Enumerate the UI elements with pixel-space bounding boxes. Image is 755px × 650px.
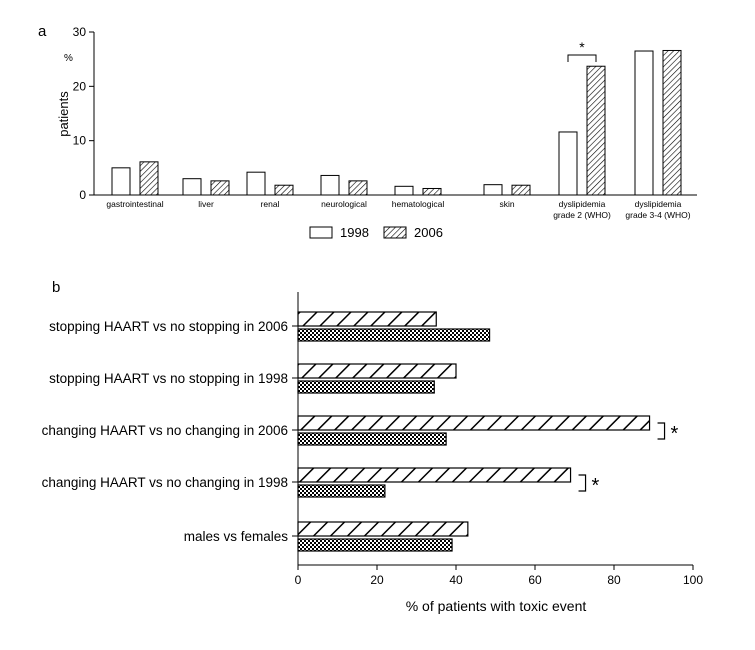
panel-a-y-tick-label: 30 — [73, 25, 87, 39]
panel-a-bar-1998-5 — [483, 184, 503, 196]
panel-a-bar-2006-4 — [422, 187, 442, 196]
panel-b-significance-star: * — [592, 475, 600, 497]
panel-a-bar-1998-7 — [634, 50, 654, 196]
panel-a-legend: 1998 2006 — [309, 225, 443, 240]
legend-swatch-1998 — [309, 226, 333, 239]
panel-b-significance-bracket — [578, 474, 587, 492]
panel-b-x-tick-label: 80 — [607, 573, 621, 587]
panel-a-bar-2006-3 — [348, 180, 368, 196]
panel-a-bar-2006-6 — [586, 65, 606, 196]
panel-b-bar-0-0 — [297, 311, 437, 327]
panel-a-bar-2006-7 — [662, 49, 682, 196]
panel-a-annotations: * — [567, 39, 597, 62]
panel-a-category-label: gastrointestinal — [106, 199, 163, 209]
panel-a-bar-1998-1 — [182, 178, 202, 196]
panel-b-bar-0-1 — [297, 363, 457, 379]
panel-b-axes: 0 20 40 60 80 100 — [292, 292, 703, 587]
panel-a-letter: a — [38, 23, 47, 40]
panel-a-bar-2006-2 — [274, 184, 294, 196]
panel-a-significance-bracket — [567, 54, 597, 62]
panel-b-category-label: stopping HAART vs no stopping in 2006 — [49, 319, 288, 334]
panel-b-significance-star: * — [671, 423, 679, 445]
panel-a-category-label: skin — [499, 199, 514, 209]
panel-b-bar-1-3 — [297, 484, 386, 498]
panel-a-category-label: grade 3-4 (WHO) — [625, 210, 690, 220]
panel-b-bar-0-3 — [297, 467, 572, 483]
panel-a-category-label: grade 2 (WHO) — [553, 210, 611, 220]
panel-a-y-tick-label: 10 — [73, 134, 87, 148]
panel-b-significance-bracket — [657, 422, 666, 440]
panel-a-bar-2006-0 — [139, 161, 159, 196]
panel-a-bar-1998-0 — [111, 167, 131, 196]
panel-a-significance-star: * — [579, 39, 585, 55]
panel-a-bar-1998-2 — [246, 171, 266, 196]
panel-a-category-label: dyslipidemia — [559, 199, 606, 209]
panel-b-x-tick-label: 40 — [449, 573, 463, 587]
panel-b-bar-1-0 — [297, 328, 491, 342]
panel-a-bar-2006-1 — [210, 180, 230, 196]
panel-a-bar-2006-5 — [511, 184, 531, 196]
panel-b-bar-1-2 — [297, 432, 447, 446]
panel-a-category-label: hematological — [392, 199, 445, 209]
panel-a-bars — [111, 49, 682, 196]
panel-a-y-tick-label: 20 — [73, 79, 87, 93]
panel-b-bars — [297, 311, 651, 552]
panel-a: a % patients 0 10 20 30 gastrointestinal liv… — [38, 23, 697, 240]
panel-a-y-tick-label: 0 — [79, 188, 86, 202]
panel-a-category-label: renal — [261, 199, 280, 209]
panel-b-annotations: ** — [578, 422, 679, 497]
panel-b-category-label: changing HAART vs no changing in 2006 — [42, 423, 288, 438]
panel-a-y-axis-label: patients — [56, 91, 71, 137]
panel-b-x-axis-label: % of patients with toxic event — [406, 598, 587, 614]
panel-b-category-labels: stopping HAART vs no stopping in 2006 sto… — [42, 319, 289, 544]
panel-b-x-tick-label: 60 — [528, 573, 542, 587]
legend-label-1998: 1998 — [340, 225, 369, 240]
panel-a-category-label: dyslipidemia — [635, 199, 682, 209]
panel-b-bar-1-4 — [297, 538, 453, 552]
panel-a-bar-1998-4 — [394, 185, 414, 196]
panel-b-category-label: changing HAART vs no changing in 1998 — [42, 475, 288, 490]
panel-a-category-labels: gastrointestinal liver renal neurological he… — [106, 199, 690, 220]
legend-label-2006: 2006 — [414, 225, 443, 240]
panel-a-y-unit: % — [64, 53, 73, 64]
panel-b-bar-1-1 — [297, 380, 435, 394]
panel-b-letter: b — [52, 279, 60, 296]
panel-b-x-tick-label: 20 — [370, 573, 384, 587]
panel-b: b 0 20 40 60 80 100 stopping HAART vs no stop… — [42, 279, 704, 614]
panel-b-bar-0-4 — [297, 521, 469, 537]
panel-b-bar-0-2 — [297, 415, 651, 431]
panel-a-category-label: liver — [198, 199, 214, 209]
panel-b-category-label: males vs females — [184, 529, 289, 544]
panel-a-bar-1998-6 — [558, 131, 578, 196]
panel-b-category-label: stopping HAART vs no stopping in 1998 — [49, 371, 288, 386]
panel-b-x-tick-label: 0 — [295, 573, 302, 587]
panel-a-bar-1998-3 — [320, 174, 340, 196]
legend-swatch-2006 — [383, 226, 407, 239]
panel-a-category-label: neurological — [321, 199, 367, 209]
panel-b-x-tick-label: 100 — [683, 573, 703, 587]
